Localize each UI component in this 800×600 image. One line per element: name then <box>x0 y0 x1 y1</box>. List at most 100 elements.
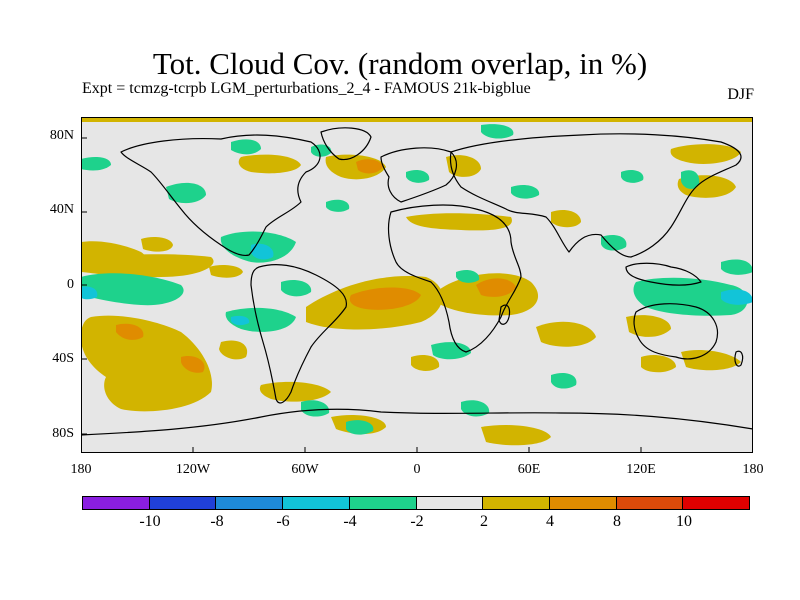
anomaly-atlantic-s <box>411 355 440 371</box>
colorbar-label-4: 4 <box>546 513 554 530</box>
anomaly-s-pacific-b <box>219 340 248 360</box>
world-map <box>81 117 753 453</box>
anomaly-n-pacific-mid <box>141 237 173 252</box>
colorbar-swatch-3 <box>216 497 284 509</box>
lon-label-0: 0 <box>413 462 421 477</box>
anomaly-e-pacific-tropics-b <box>209 264 243 278</box>
coast-asia <box>449 133 742 258</box>
anomaly-green-o <box>406 169 430 183</box>
anomaly-green-m <box>301 400 330 417</box>
colorbar-label-2: 2 <box>480 513 488 530</box>
coast-madagascar <box>498 304 511 325</box>
anomaly-green-k <box>456 269 480 283</box>
anomaly-green-h <box>81 273 184 306</box>
anomaly-s-indian-b <box>626 315 671 337</box>
anomaly-sahara <box>406 213 512 231</box>
coast-greenland <box>320 127 372 161</box>
lat-label-40s: 40S <box>52 351 74 366</box>
anomaly-green-i <box>225 307 296 332</box>
anomaly-green-p <box>511 184 540 199</box>
anomaly-atlantic-core <box>349 287 421 310</box>
anomaly-green-c <box>311 144 332 157</box>
anomaly-green-a <box>81 157 111 171</box>
coast-australia <box>633 303 718 360</box>
lat-label-0: 0 <box>67 277 74 292</box>
coast-africa <box>387 204 522 353</box>
anomaly-green-b <box>231 139 261 155</box>
anomaly-india <box>551 210 581 228</box>
lat-label-80n: 80N <box>49 128 74 143</box>
coast-maritime-continent <box>625 262 702 286</box>
anomaly-green-d <box>481 124 514 139</box>
anomaly-green-l <box>431 342 471 360</box>
lon-label-180w: 180 <box>70 462 92 477</box>
anomaly-regions-4to8 <box>116 159 516 373</box>
anomaly-s-pacific-core <box>116 323 144 340</box>
colorbar-swatch-4 <box>283 497 350 509</box>
anomaly-regions-neg4to6 <box>81 243 753 326</box>
colorbar-swatch-2 <box>149 497 217 509</box>
anomaly-s-pacific <box>81 315 212 412</box>
colorbar <box>82 496 750 510</box>
coast-new-zealand <box>734 350 744 367</box>
anomaly-green-v <box>461 400 490 417</box>
anomaly-siberia-c <box>446 155 481 177</box>
anomaly-green-w <box>551 373 577 389</box>
anomaly-regions-neg2to4 <box>81 124 753 435</box>
anomaly-green-u <box>721 259 753 275</box>
anomaly-arctic-strip <box>81 117 753 122</box>
lon-label-60e: 60E <box>517 462 541 477</box>
anomaly-antarctic-a <box>481 425 551 446</box>
colorbar-label-8: 8 <box>613 513 621 530</box>
anomaly-green-t <box>633 277 748 316</box>
colorbar-swatch-5 <box>349 497 417 509</box>
anomaly-n-pacific-east-b <box>670 144 741 164</box>
colorbar-label-neg2: -2 <box>410 513 424 530</box>
anomaly-cyan-w-pacific <box>721 289 753 305</box>
anomaly-australia-s <box>641 355 676 373</box>
anomaly-siberia-core <box>356 159 383 174</box>
colorbar-swatch-1 <box>83 497 150 509</box>
coastlines <box>81 127 753 436</box>
anomaly-cyan-caribbean <box>251 243 274 260</box>
season-label: DJF <box>727 86 754 103</box>
anomaly-s-indian-c <box>681 350 741 371</box>
colorbar-label-10: 10 <box>676 513 692 530</box>
colorbar-swatch-10 <box>683 497 750 509</box>
anomaly-cyan-s-america <box>231 315 250 326</box>
anomaly-green-r <box>681 170 700 189</box>
anomaly-s-indian-a <box>536 321 596 347</box>
anomaly-cyan-e-pacific <box>81 286 98 300</box>
anomaly-green-s <box>601 235 627 251</box>
coast-north-america <box>120 134 321 257</box>
anomaly-green-j <box>281 280 312 297</box>
colorbar-swatch-6 <box>416 497 484 509</box>
lat-label-80s: 80S <box>52 426 74 441</box>
anomaly-e-pacific-tropics <box>81 254 214 278</box>
colorbar-swatch-8 <box>549 497 617 509</box>
anomaly-green-f <box>326 199 350 212</box>
anomaly-green-q <box>621 169 644 183</box>
coast-europe <box>380 147 458 203</box>
anomaly-siberia-a <box>238 154 301 174</box>
anomaly-africa-core <box>476 278 516 297</box>
coast-antarctica <box>81 408 753 436</box>
colorbar-label-neg6: -6 <box>276 513 290 530</box>
coast-south-america <box>250 264 347 404</box>
colorbar-swatch-9 <box>616 497 684 509</box>
chart-title: Tot. Cloud Cov. (random overlap, in %) <box>152 46 648 81</box>
lon-label-60w: 60W <box>291 462 319 477</box>
colorbar-swatch-7 <box>483 497 550 509</box>
colorbar-label-neg4: -4 <box>343 513 357 530</box>
colorbar-label-neg10: -10 <box>139 513 161 530</box>
anomaly-green-e <box>166 182 206 204</box>
anomaly-southern-ocean-a <box>259 381 331 402</box>
map-ticks <box>81 137 642 453</box>
lon-label-180e: 180 <box>742 462 764 477</box>
lon-label-120w: 120W <box>175 462 211 477</box>
lon-label-120e: 120E <box>626 462 656 477</box>
colorbar-label-neg8: -8 <box>210 513 224 530</box>
anomaly-green-n <box>346 420 374 435</box>
lat-label-40n: 40N <box>49 202 74 217</box>
experiment-subtitle: Expt = tcmzg-tcrpb LGM_perturbations_2_4… <box>82 80 531 97</box>
